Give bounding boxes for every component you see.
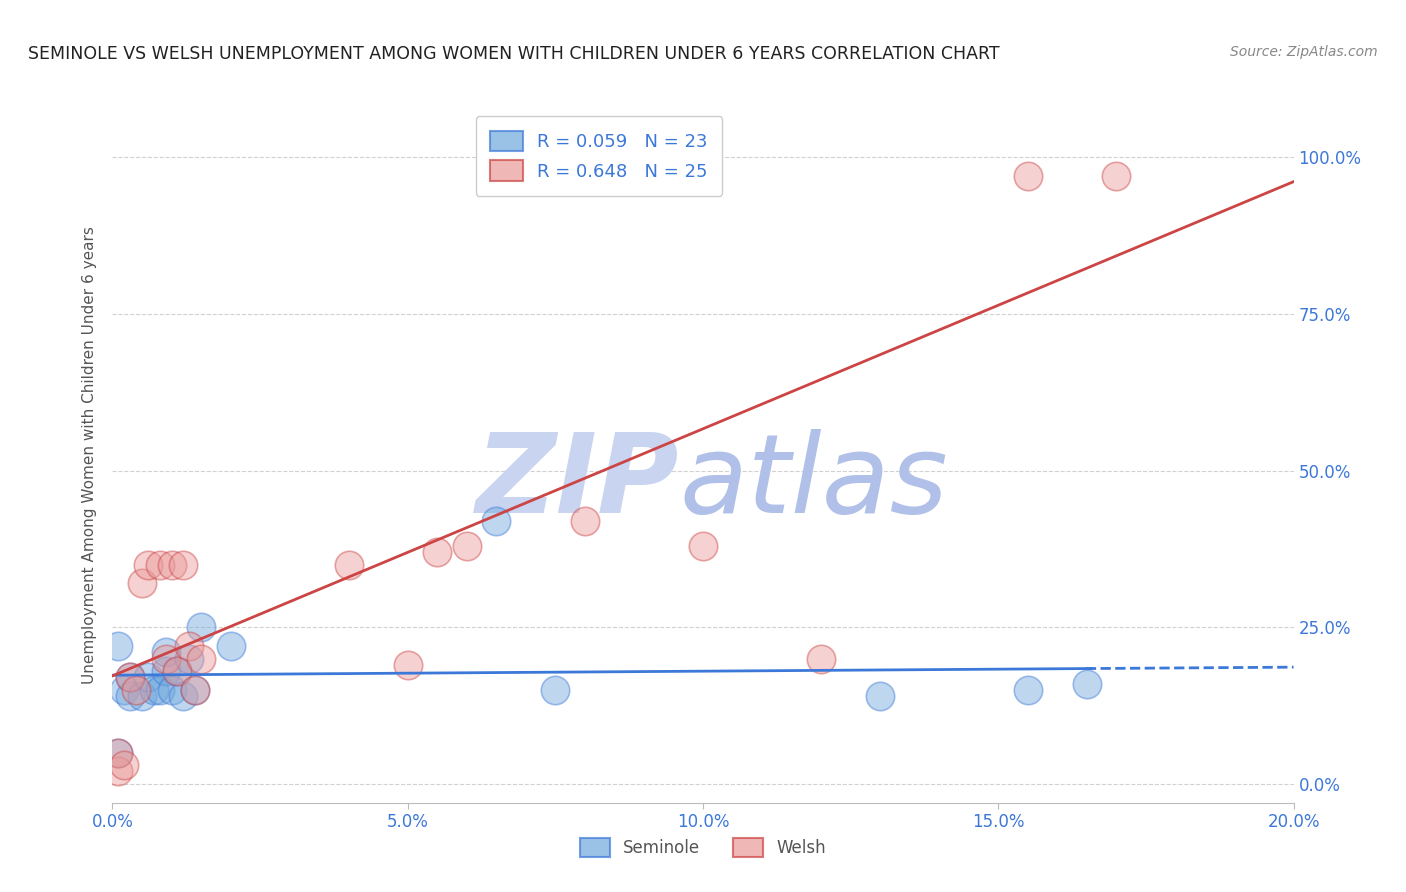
Point [190, 651, 212, 665]
Point [869, 690, 891, 704]
Point [149, 558, 172, 572]
Point [485, 169, 508, 183]
Text: SEMINOLE VS WELSH UNEMPLOYMENT AMONG WOMEN WITH CHILDREN UNDER 6 YEARS CORRELATI: SEMINOLE VS WELSH UNEMPLOYMENT AMONG WOM… [28, 45, 1000, 62]
Point [107, 764, 129, 779]
Point [160, 558, 183, 572]
Point [112, 683, 135, 698]
Point [160, 683, 183, 698]
Point [131, 690, 153, 704]
Point [456, 539, 478, 553]
Text: Source: ZipAtlas.com: Source: ZipAtlas.com [1230, 45, 1378, 59]
Point [692, 539, 714, 553]
Point [136, 558, 159, 572]
Point [155, 645, 177, 659]
Point [190, 620, 212, 634]
Point [166, 664, 188, 678]
Point [155, 651, 177, 665]
Point [1076, 676, 1098, 690]
Text: ZIP: ZIP [475, 429, 679, 536]
Point [426, 545, 449, 559]
Point [396, 657, 419, 672]
Point [544, 683, 567, 698]
Point [125, 683, 148, 698]
Point [107, 746, 129, 760]
Point [810, 651, 832, 665]
Point [179, 651, 201, 665]
Point [184, 683, 207, 698]
Point [1017, 683, 1039, 698]
Point [166, 664, 188, 678]
Point [172, 690, 194, 704]
Point [219, 639, 242, 653]
Legend: Seminole, Welsh: Seminole, Welsh [574, 831, 832, 864]
Y-axis label: Unemployment Among Women with Children Under 6 years: Unemployment Among Women with Children U… [82, 226, 97, 684]
Point [131, 576, 153, 591]
Point [112, 758, 135, 772]
Point [337, 558, 360, 572]
Text: atlas: atlas [679, 429, 948, 536]
Point [107, 746, 129, 760]
Point [136, 670, 159, 684]
Point [149, 683, 172, 698]
Point [1017, 169, 1039, 183]
Point [120, 670, 142, 684]
Point [120, 690, 142, 704]
Point [120, 670, 142, 684]
Point [107, 639, 129, 653]
Point [179, 639, 201, 653]
Point [485, 514, 508, 528]
Point [574, 514, 596, 528]
Point [155, 664, 177, 678]
Point [142, 683, 165, 698]
Point [172, 558, 194, 572]
Point [184, 683, 207, 698]
Point [1105, 169, 1128, 183]
